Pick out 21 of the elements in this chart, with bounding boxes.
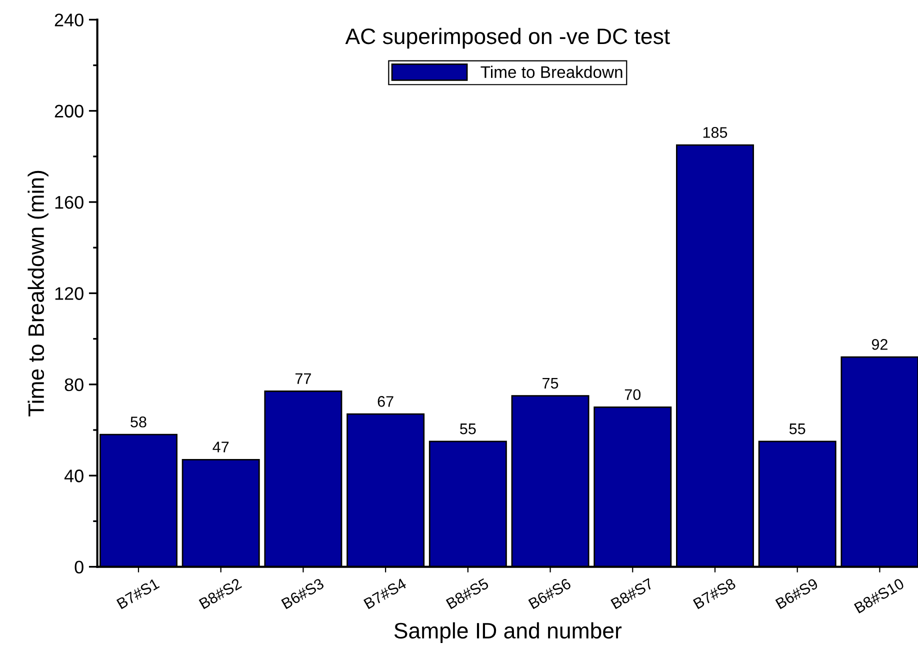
y-tick-label: 120 [55,287,84,300]
data-label: 67 [378,396,394,407]
y-tick-label: 80 [64,378,84,392]
data-label: 70 [624,389,641,400]
chart-title: AC superimposed on -ve DC test [345,28,670,49]
y-tick-label: 0 [74,560,84,574]
y-tick-label: 200 [54,104,84,118]
y-tick-label: 160 [55,196,84,209]
data-label: 58 [130,416,146,428]
data-label: 77 [295,373,311,384]
data-label: 92 [872,339,888,350]
data-label: 47 [212,442,229,452]
data-label: 55 [460,424,476,434]
y-tick-label: 240 [54,14,84,26]
y-tick-label: 40 [64,470,84,482]
data-label: 55 [789,424,806,434]
data-label: 75 [542,378,558,389]
data-label: 185 [703,127,728,138]
x-axis-title: Sample ID and number [394,622,622,643]
y-axis-title: Time to Breakdown (min) [28,170,48,416]
legend-label: Time to Breakdown [480,66,622,78]
